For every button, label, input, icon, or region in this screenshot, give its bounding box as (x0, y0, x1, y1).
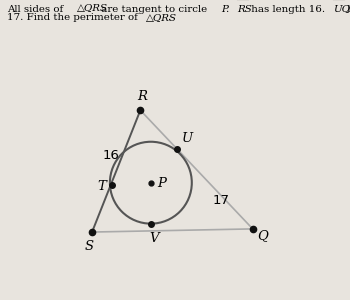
Text: △QRS: △QRS (77, 4, 107, 14)
Text: R: R (138, 90, 147, 103)
Text: △QRS: △QRS (146, 14, 177, 22)
Text: All sides of: All sides of (7, 4, 66, 14)
Text: U: U (181, 132, 193, 145)
Text: are tangent to circle: are tangent to circle (98, 4, 210, 14)
Text: 17. Find the perimeter of: 17. Find the perimeter of (7, 14, 141, 22)
Text: UQ: UQ (333, 4, 350, 14)
Text: 17: 17 (213, 194, 230, 207)
Text: P: P (221, 4, 228, 14)
Text: S: S (84, 241, 93, 254)
Text: P: P (157, 177, 166, 190)
Text: V: V (149, 232, 159, 245)
Text: RS: RS (237, 4, 252, 14)
Text: .: . (226, 4, 233, 14)
Text: Q: Q (257, 229, 268, 242)
Text: has length 16.: has length 16. (247, 4, 328, 14)
Text: 16: 16 (103, 149, 119, 162)
Text: T: T (97, 180, 106, 194)
Text: has length: has length (344, 4, 350, 14)
Text: .: . (167, 14, 170, 22)
